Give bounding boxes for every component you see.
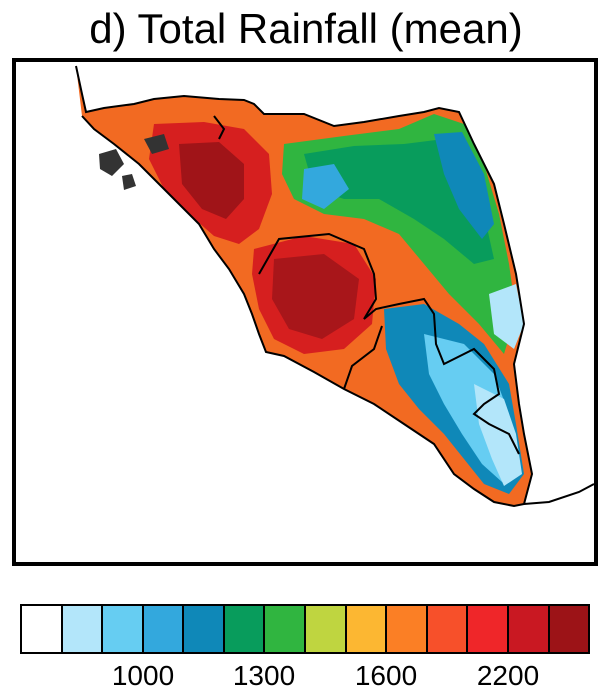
country-borders [75, 65, 594, 508]
colorbar-tick-label: 1600 [354, 660, 418, 691]
colorbar-cell [468, 606, 509, 652]
map-title: d) Total Rainfall (mean) [89, 5, 523, 52]
colorbar-cell [387, 606, 428, 652]
colorbar-cell [508, 606, 550, 652]
colorbar-cell [184, 606, 225, 652]
colorbar-cell [103, 606, 144, 652]
wet-zone-core-north [179, 142, 244, 219]
wet-zone-core-south [272, 254, 359, 339]
colorbar-tick-label: 1300 [232, 660, 296, 691]
colorbar-tick-label: 1000 [111, 660, 175, 691]
colorbar-cell [265, 606, 307, 652]
dry-zone-liberia-pale [474, 384, 522, 486]
dry-zone-blue-east [434, 132, 494, 239]
dry-zone-blue [302, 164, 349, 209]
colorbar-cell [549, 606, 589, 652]
colorbar-cell [143, 606, 185, 652]
colorbar-cell [62, 606, 104, 652]
colorbar-cell [224, 606, 266, 652]
map-panel [12, 58, 598, 566]
dry-zone-east-pale [489, 284, 524, 349]
rainfall-map [75, 65, 594, 508]
colorbar-labels: 1000 1300 1600 2200 [0, 660, 612, 696]
colorbar-cell [427, 606, 469, 652]
colorbar-tick-label: 2200 [476, 660, 540, 691]
colorbar-cell [22, 606, 63, 652]
colorbar-cell [306, 606, 347, 652]
coastal-islands [99, 134, 169, 190]
colorbar [20, 604, 590, 654]
colorbar-cell [346, 606, 388, 652]
